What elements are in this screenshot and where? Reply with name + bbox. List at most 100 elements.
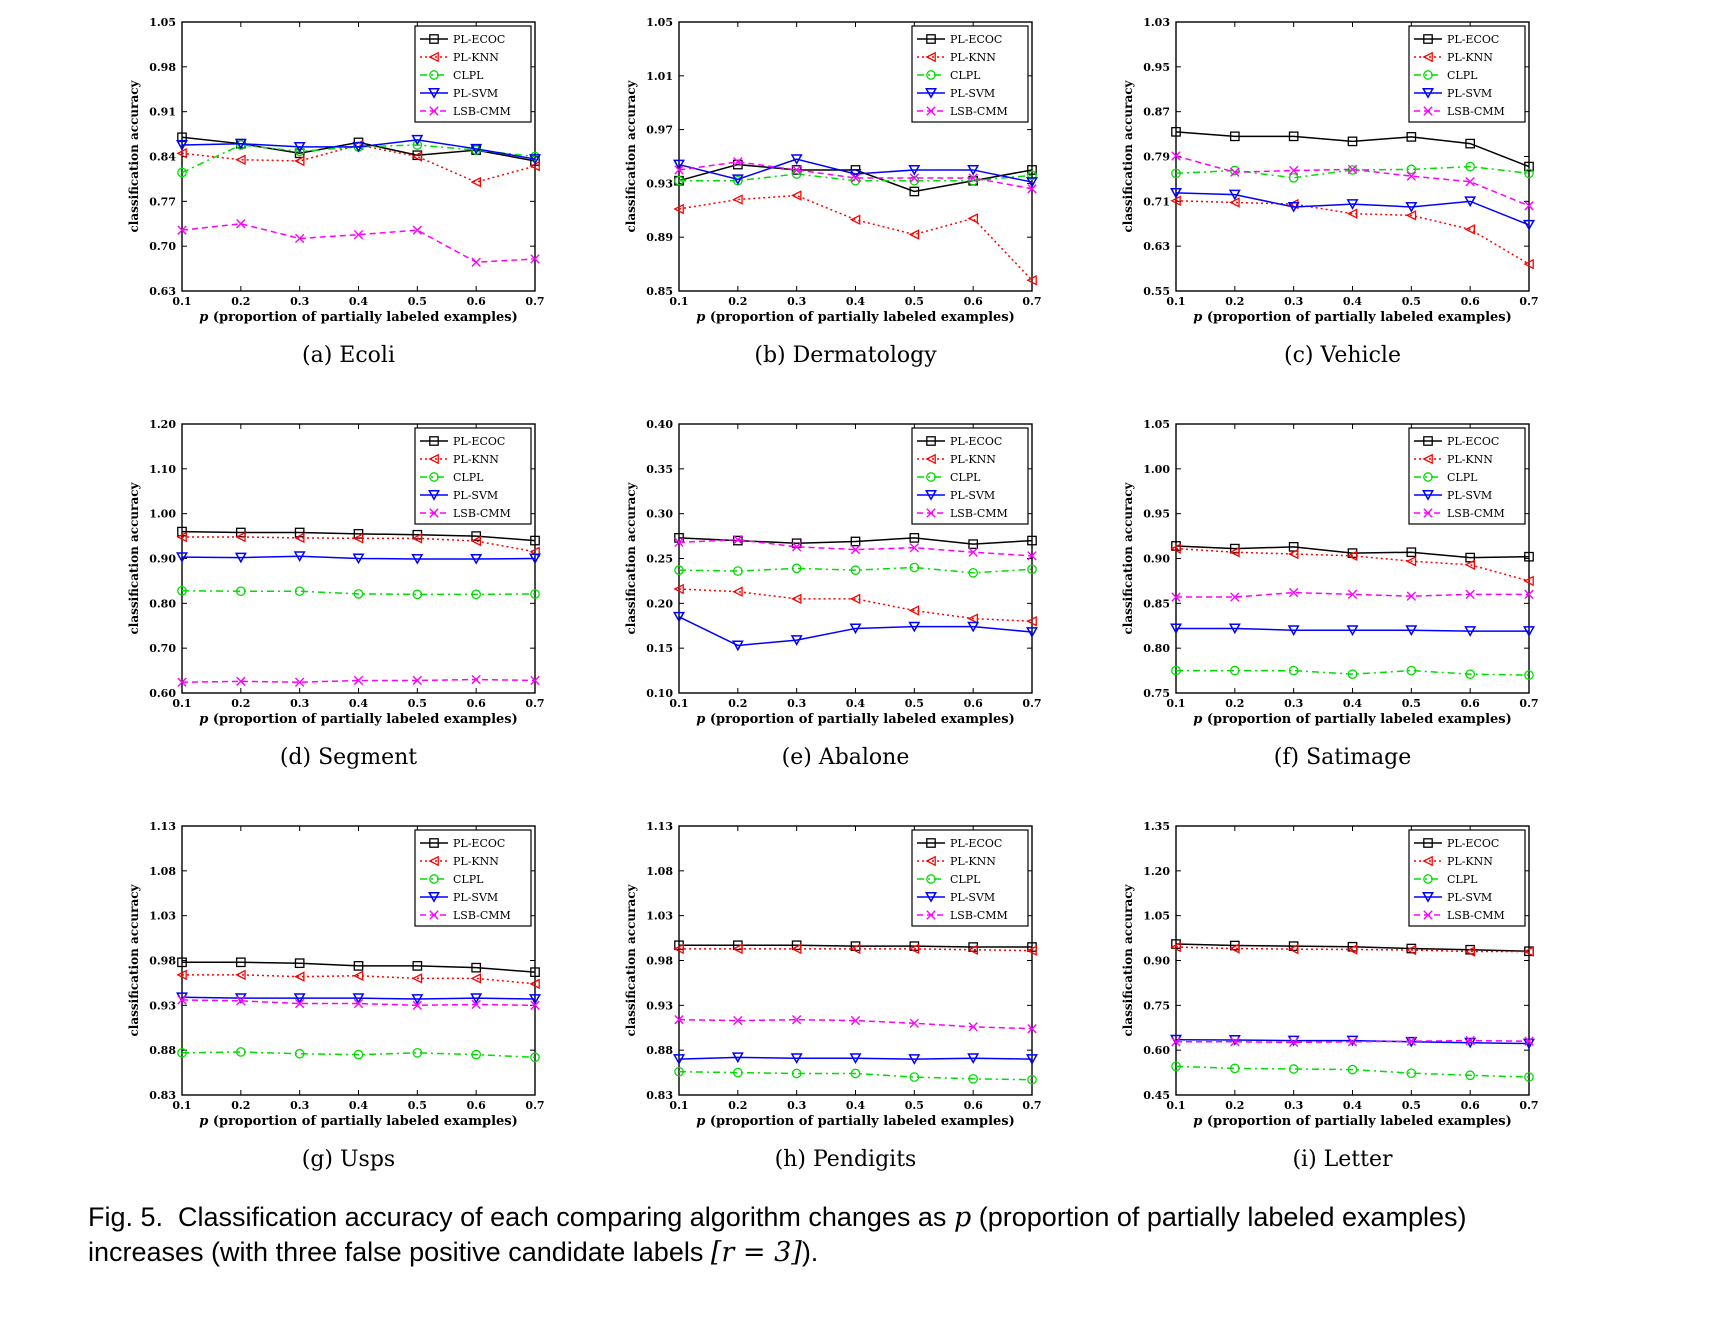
x-axis-label-text: (proportion of partially labeled example… <box>1202 310 1511 325</box>
data-point <box>1523 626 1535 637</box>
data-point <box>790 1053 803 1064</box>
y-tick-label: 0.83 <box>646 1089 673 1102</box>
data-point <box>176 140 188 151</box>
legend-label: PL-ECOC <box>453 33 505 46</box>
data-point <box>470 973 482 984</box>
y-tick-label: 1.05 <box>646 16 673 29</box>
data-point <box>908 229 920 240</box>
data-point <box>177 677 187 687</box>
data-point <box>353 961 364 971</box>
x-axis-label-text: (proportion of partially labeled example… <box>705 310 1014 325</box>
data-point <box>1027 1074 1037 1085</box>
x-tick-label: 0.1 <box>1166 295 1185 308</box>
y-axis-label: classification accuracy <box>127 79 141 232</box>
x-tick-label: 0.3 <box>787 1099 806 1112</box>
y-tick-label: 1.00 <box>1143 463 1170 476</box>
figure-grid: 0.63 0.70 0.77 0.84 0.91 0.98 1.05 0.1 0.2 0.3 0.4… <box>127 16 1539 1172</box>
data-point <box>733 534 743 545</box>
data-point <box>1170 195 1181 207</box>
chart-panel: 0.83 0.88 0.93 0.98 1.03 1.08 1.13 0.1 0.2 0.3 0.4… <box>624 820 1042 1172</box>
legend: PL-ECOC PL-KNN CLPL PL-SVM LSB-CMM <box>911 25 1029 123</box>
y-tick-label: 0.95 <box>1143 508 1170 521</box>
series-group <box>177 995 540 1011</box>
data-point <box>1524 589 1534 600</box>
y-tick-label: 1.03 <box>1143 16 1170 29</box>
x-tick-label: 0.4 <box>349 295 368 308</box>
series-group <box>673 154 1038 188</box>
data-point <box>1524 1036 1534 1046</box>
legend-box <box>911 829 1029 927</box>
x-axis-label: p (proportion of partially labeled examp… <box>199 1114 518 1129</box>
data-point <box>1465 669 1476 680</box>
data-point <box>732 566 743 576</box>
data-point <box>791 1014 802 1025</box>
data-point <box>177 167 187 178</box>
y-axis-label: classification accuracy <box>127 481 141 634</box>
y-tick-label: 0.60 <box>1143 1044 1170 1057</box>
legend-label: PL-ECOC <box>453 435 505 448</box>
legend-label: PL-KNN <box>1447 453 1493 466</box>
legend-marker <box>926 472 936 482</box>
x-tick-label: 0.4 <box>1343 697 1362 710</box>
data-point <box>967 165 980 176</box>
data-point <box>1170 623 1182 635</box>
series-line <box>678 1056 1033 1060</box>
series-line <box>182 974 536 985</box>
legend-label: CLPL <box>950 471 981 484</box>
data-point <box>1405 210 1417 221</box>
x-axis-label: p (proportion of partially labeled examp… <box>696 310 1015 325</box>
data-point <box>1524 1072 1534 1082</box>
data-point <box>1406 1036 1417 1046</box>
x-tick-label: 0.3 <box>787 697 806 710</box>
data-point <box>294 233 305 244</box>
legend-marker <box>429 106 439 116</box>
data-point <box>1026 274 1037 286</box>
series-group <box>177 957 540 978</box>
data-point <box>791 190 802 201</box>
y-tick-label: 0.71 <box>1143 195 1170 208</box>
y-tick-label: 1.35 <box>1143 820 1170 833</box>
legend-label: PL-KNN <box>1447 855 1493 868</box>
data-point <box>177 957 187 968</box>
data-point <box>1464 559 1476 571</box>
legend-marker <box>926 508 936 518</box>
x-tick-label: 0.7 <box>1022 1099 1041 1112</box>
data-point <box>674 1014 684 1025</box>
subplot-caption: (d) Segment <box>280 745 417 770</box>
series-line <box>678 616 1033 647</box>
y-tick-label: 0.55 <box>1143 285 1170 298</box>
data-point <box>850 544 861 555</box>
data-point <box>236 676 246 687</box>
x-axis-label-text: (proportion of partially labeled example… <box>1202 712 1511 727</box>
series-group <box>176 134 541 165</box>
chart-panel: 0.55 0.63 0.71 0.79 0.87 0.95 1.03 0.1 0.2 0.3 0.4… <box>1121 16 1539 368</box>
data-point <box>733 1015 743 1026</box>
data-point <box>968 1074 979 1084</box>
data-point <box>1524 161 1534 172</box>
y-tick-label: 1.10 <box>149 463 176 476</box>
data-point <box>1288 548 1299 560</box>
series-group <box>1170 941 1534 957</box>
data-point <box>529 994 541 1005</box>
series-group <box>674 533 1037 550</box>
y-axis-label: classification accuracy <box>624 883 638 1036</box>
data-point <box>968 173 978 183</box>
x-tick-label: 0.4 <box>846 1099 865 1112</box>
data-point <box>530 535 540 546</box>
data-point <box>791 542 802 552</box>
y-tick-label: 0.70 <box>149 240 176 253</box>
y-tick-label: 0.63 <box>1143 240 1170 253</box>
data-point <box>176 531 187 543</box>
data-point <box>731 640 744 652</box>
legend-label: PL-ECOC <box>1447 837 1499 850</box>
x-tick-label: 0.3 <box>1284 295 1303 308</box>
x-tick-label: 0.5 <box>408 295 427 308</box>
y-tick-label: 0.25 <box>646 553 673 566</box>
data-point <box>1347 589 1358 600</box>
data-point <box>177 995 187 1005</box>
x-tick-label: 0.2 <box>728 1099 747 1112</box>
subplot-caption: (g) Usps <box>302 1147 395 1172</box>
data-point <box>849 1053 862 1064</box>
legend: PL-ECOC PL-KNN CLPL PL-SVM LSB-CMM <box>1408 25 1526 123</box>
chart-panel: 0.60 0.70 0.80 0.90 1.00 1.10 1.20 0.1 0.2 0.3 0.4… <box>127 418 545 770</box>
